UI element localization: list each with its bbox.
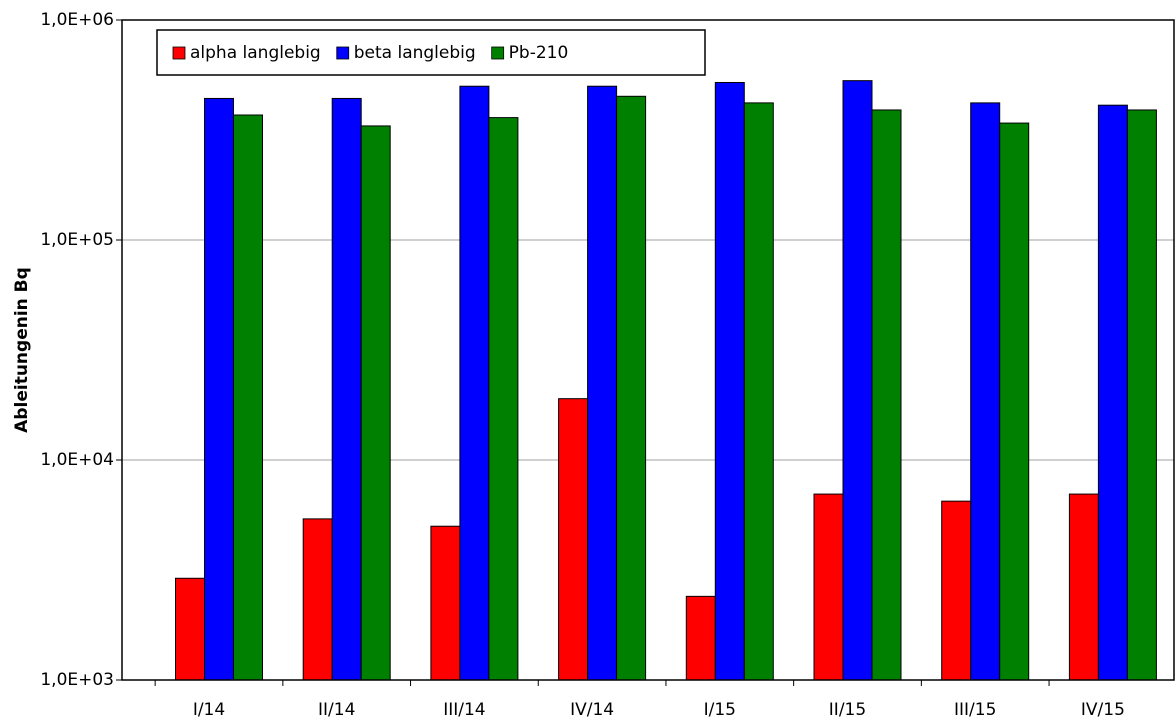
bar — [871, 109, 902, 681]
bar — [1097, 104, 1128, 681]
bar — [430, 525, 461, 681]
bar — [616, 95, 647, 681]
y-tick-label: 1,0E+04 — [40, 450, 114, 470]
bar — [999, 122, 1030, 681]
bar — [459, 85, 490, 681]
x-tick-label: IV/15 — [1081, 700, 1125, 720]
bar — [204, 97, 234, 681]
x-tick-label: I/15 — [704, 700, 736, 720]
bar — [714, 81, 745, 681]
bar — [842, 80, 873, 681]
y-tick-label: 1,0E+05 — [40, 230, 114, 250]
bar — [558, 398, 589, 681]
plot-border — [121, 19, 1175, 681]
bar — [970, 102, 1001, 681]
bar — [331, 97, 362, 681]
legend-label: Pb-210 — [509, 43, 569, 63]
bar — [813, 493, 844, 681]
bar — [941, 500, 972, 681]
x-tick-label: III/14 — [443, 700, 485, 720]
x-tick-label: II/15 — [829, 700, 866, 720]
x-tick-label: II/14 — [318, 700, 355, 720]
bar — [175, 577, 205, 681]
x-tick-label: I/14 — [193, 700, 225, 720]
bar — [685, 595, 716, 681]
legend-swatch — [491, 46, 505, 60]
bar — [302, 518, 333, 681]
bar — [1068, 493, 1099, 681]
bar — [233, 114, 263, 681]
legend-swatch — [336, 46, 350, 60]
y-tick-label: 1,0E+03 — [40, 670, 114, 690]
y-axis-label: Ableitungenin Bq — [12, 267, 32, 433]
bar — [360, 125, 391, 681]
legend-label: alpha langlebig — [190, 43, 321, 63]
x-tick-label: IV/14 — [570, 700, 614, 720]
legend-swatch — [172, 46, 186, 60]
legend-label: beta langlebig — [354, 43, 476, 63]
bar — [587, 85, 618, 681]
legend-box — [156, 29, 706, 76]
bar — [488, 117, 519, 681]
bar — [1126, 109, 1157, 681]
y-tick-label: 1,0E+06 — [40, 10, 114, 30]
x-tick-label: III/15 — [954, 700, 996, 720]
bar — [743, 102, 774, 681]
